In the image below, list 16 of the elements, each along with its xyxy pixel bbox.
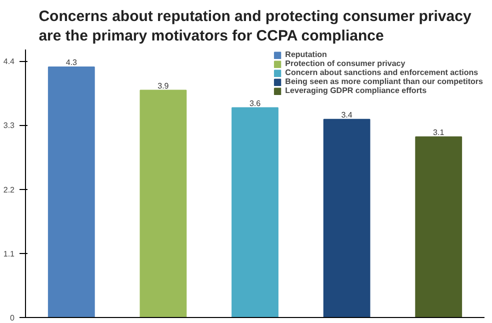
data-label: 3.9 (158, 81, 170, 90)
data-label: 4.3 (66, 58, 78, 67)
chart-title: Concerns about reputation and protecting consumer privacy are the primary motivators for CCPA compliance (38, 8, 472, 44)
legend-label: Reputation (285, 50, 327, 59)
y-tick-label: 2.2 (3, 185, 16, 194)
legend-label: Leveraging GDPR compliance efforts (285, 86, 427, 95)
data-label: 3.6 (249, 98, 262, 108)
legend-label: Protection of consumer privacy (285, 59, 406, 68)
legend-label: Being seen as more compliant than our competitors (285, 77, 483, 86)
data-label: 3.1 (433, 128, 445, 137)
data-label: 3.4 (341, 110, 353, 120)
y-tick-label: 4.4 (3, 57, 16, 66)
y-tick-label: 3.3 (3, 121, 16, 130)
legend-label: Concern about sanctions and enforcement actions (285, 68, 478, 77)
y-tick-label: 1.1 (3, 249, 16, 258)
y-tick-label: 0 (10, 314, 16, 322)
